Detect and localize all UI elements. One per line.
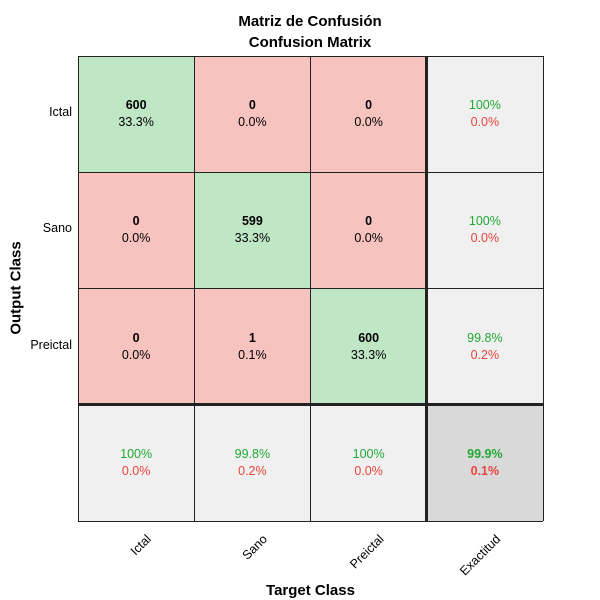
grid-line-vertical bbox=[310, 56, 311, 521]
matrix-grid: 600 33.3% 0 0.0% 0 0.0% 0 0.0% 599 33.3% 0 0.0% 0 0.0… bbox=[77, 55, 544, 522]
column-label: Sano bbox=[239, 532, 271, 563]
cell-percent: 33.3% bbox=[234, 231, 271, 246]
chart-title: Matriz de Confusión bbox=[238, 13, 382, 30]
cell-count: 600 bbox=[358, 330, 380, 345]
row-label: Ictal bbox=[49, 105, 72, 120]
summary-wrong: 0.2% bbox=[470, 347, 500, 362]
chart-subtitle: Confusion Matrix bbox=[248, 34, 372, 51]
column-label: Exactitud bbox=[456, 532, 504, 579]
row-summary-cell: 100% 0.0% bbox=[426, 172, 543, 289]
summary-correct: 100% bbox=[468, 98, 501, 113]
matrix-cell: 600 33.3% bbox=[78, 56, 195, 173]
matrix-cell: 600 33.3% bbox=[310, 288, 427, 405]
matrix-cell: 0 0.0% bbox=[78, 288, 195, 405]
grid-line-horizontal bbox=[78, 403, 543, 407]
cell-count: 0 bbox=[248, 98, 256, 113]
column-label: Ictal bbox=[127, 532, 154, 559]
summary-wrong: 0.0% bbox=[470, 231, 500, 246]
matrix-cell: 0 0.0% bbox=[78, 172, 195, 289]
cell-percent: 0.1% bbox=[238, 347, 267, 362]
row-label: Preictal bbox=[30, 337, 72, 352]
column-summary-cell: 100% 0.0% bbox=[310, 404, 427, 521]
cell-percent: 0.0% bbox=[121, 231, 151, 246]
grid-line-vertical bbox=[425, 56, 429, 521]
cell-count: 0 bbox=[365, 214, 373, 229]
cell-count: 0 bbox=[132, 330, 140, 345]
row-summary-cell: 99.8% 0.2% bbox=[426, 288, 543, 405]
column-summary-cell: 99.8% 0.2% bbox=[194, 404, 311, 521]
cell-percent: 0.0% bbox=[354, 231, 383, 246]
summary-correct: 100% bbox=[120, 446, 153, 461]
cell-percent: 33.3% bbox=[118, 115, 154, 130]
row-summary-cell: 100% 0.0% bbox=[426, 56, 543, 173]
column-summary-cell: 100% 0.0% bbox=[78, 404, 195, 521]
cell-percent: 0.0% bbox=[238, 115, 267, 130]
matrix-cell: 0 0.0% bbox=[310, 56, 427, 173]
grid-line-vertical bbox=[542, 56, 544, 521]
column-label: Preictal bbox=[346, 532, 387, 572]
cell-percent: 0.0% bbox=[121, 347, 151, 362]
summary-wrong: 0.0% bbox=[121, 463, 151, 478]
cell-count: 599 bbox=[241, 214, 263, 229]
summary-correct: 99.8% bbox=[467, 330, 503, 345]
matrix-cell: 1 0.1% bbox=[194, 288, 311, 405]
summary-wrong: 0.2% bbox=[238, 463, 267, 478]
cell-count: 600 bbox=[125, 98, 147, 113]
overall-accuracy-cell: 99.9% 0.1% bbox=[426, 404, 543, 521]
summary-correct: 99.8% bbox=[234, 446, 271, 461]
cell-count: 0 bbox=[365, 98, 373, 113]
x-axis-label: Target Class bbox=[266, 582, 355, 599]
matrix-cell: 0 0.0% bbox=[310, 172, 427, 289]
cell-percent: 33.3% bbox=[350, 347, 387, 362]
cell-count: 1 bbox=[248, 330, 256, 345]
summary-wrong: 0.0% bbox=[354, 463, 383, 478]
overall-wrong: 0.1% bbox=[470, 463, 500, 478]
grid-line-horizontal bbox=[78, 520, 543, 522]
row-label: Sano bbox=[42, 221, 72, 236]
cell-count: 0 bbox=[132, 214, 140, 229]
matrix-cell: 0 0.0% bbox=[194, 56, 311, 173]
overall-correct: 99.9% bbox=[467, 446, 503, 461]
summary-wrong: 0.0% bbox=[470, 115, 500, 130]
matrix-cell: 599 33.3% bbox=[194, 172, 311, 289]
y-axis-label: Output Class bbox=[7, 241, 25, 335]
cell-percent: 0.0% bbox=[354, 115, 383, 130]
summary-correct: 100% bbox=[352, 446, 385, 461]
summary-correct: 100% bbox=[468, 214, 501, 229]
